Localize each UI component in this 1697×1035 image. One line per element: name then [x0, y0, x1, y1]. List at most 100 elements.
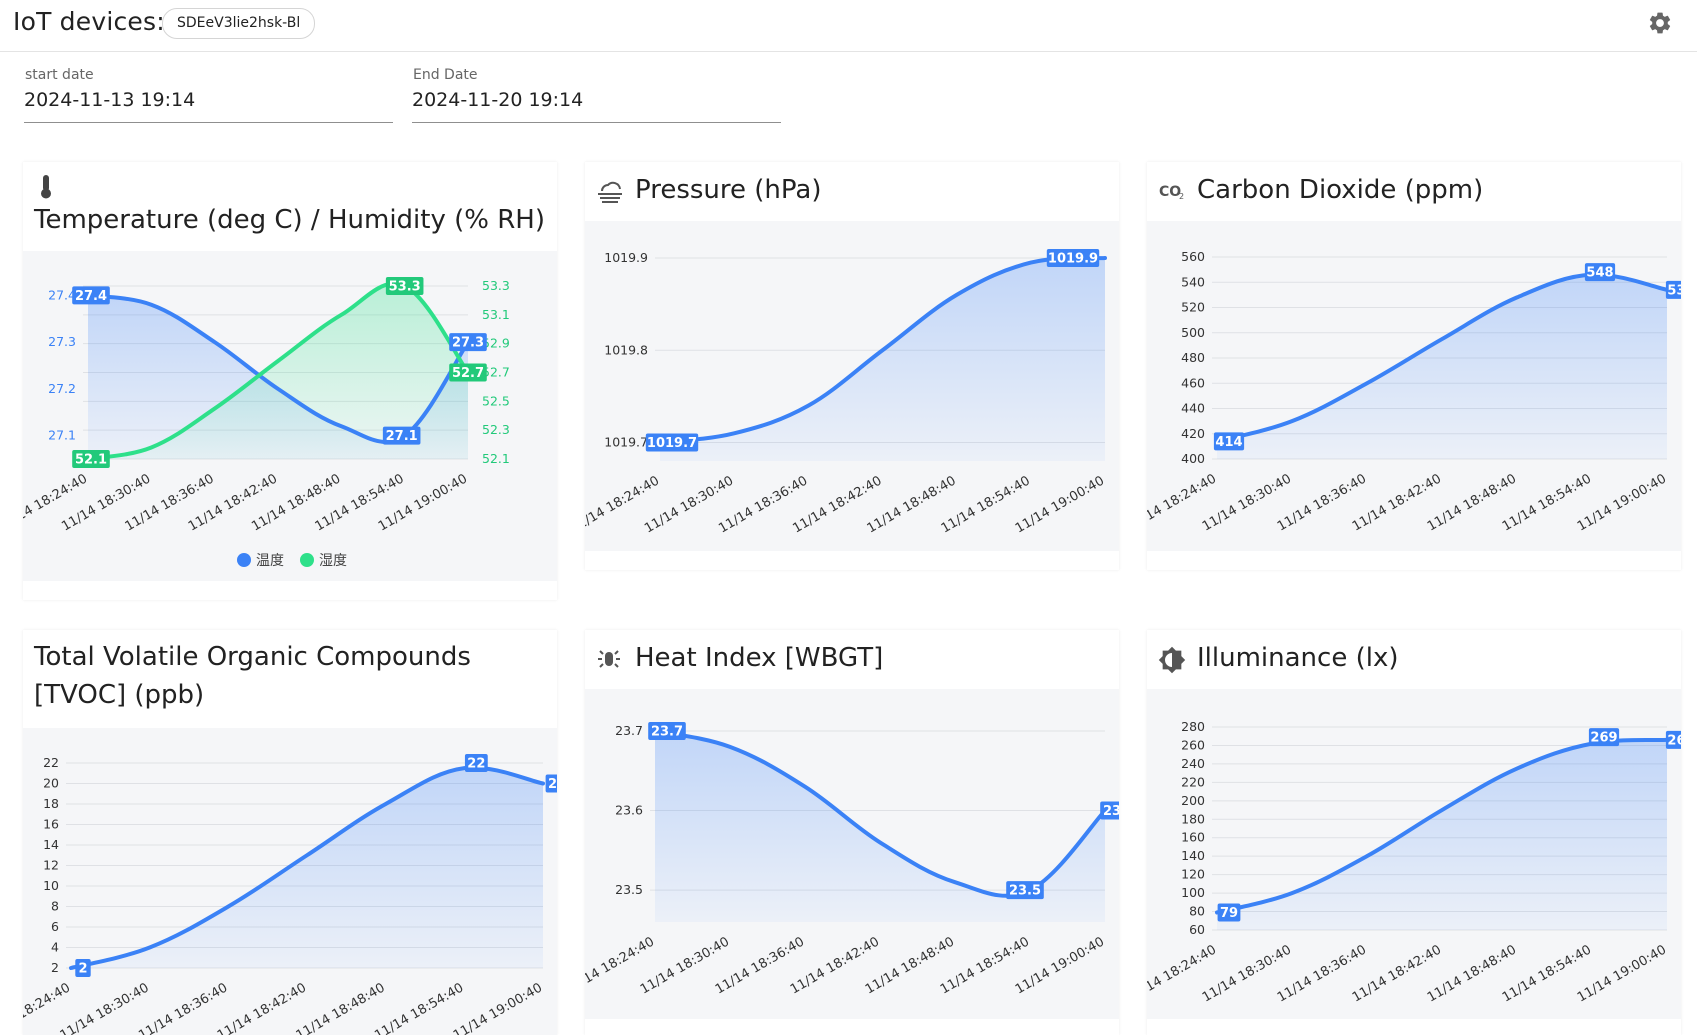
- data-label: 1019.9: [1048, 252, 1098, 267]
- data-label-bg: [464, 754, 488, 772]
- data-label-bg: [1665, 730, 1681, 749]
- series-area-temperature: [88, 295, 468, 459]
- series-area-humidity: [88, 283, 468, 459]
- data-label-bg: [1213, 432, 1245, 451]
- y-tick-label-left: 27.2: [48, 381, 76, 396]
- data-label-temperature-bg: [72, 286, 110, 305]
- data-label: 23.5: [1009, 884, 1041, 899]
- tvoc-card: Total Volatile Organic Compounds [TVOC] …: [23, 630, 557, 1035]
- data-label: 20: [548, 777, 557, 792]
- y-tick-label: 16: [43, 817, 59, 832]
- top-bar: IoT devices: SDEeV3lie2hsk-Bl: [0, 0, 1697, 52]
- y-tick-label: 180: [1181, 811, 1205, 826]
- series-line: [658, 256, 1107, 445]
- y-tick-label: 460: [1181, 375, 1205, 390]
- data-label-bg: [1100, 801, 1119, 820]
- x-tick-label: 11/14 18:42:40: [215, 980, 309, 1035]
- data-label: 22: [467, 757, 485, 772]
- y-tick-label-right: 52.3: [482, 422, 510, 437]
- chart-plot-area: 53.3 53.1 52.9 52.7 52.5 52.3 52.1 27.4 27.3 27.2…: [23, 251, 557, 581]
- y-tick-label: 100: [1181, 885, 1205, 900]
- end-date-input[interactable]: [412, 89, 772, 111]
- data-label: 414: [1215, 435, 1242, 450]
- y-tick-label: 1019.7: [604, 435, 648, 450]
- y-tick-label: 440: [1181, 401, 1205, 416]
- illuminance-chart: 280260240220200180160140120100806011/14 …: [1147, 719, 1681, 1005]
- card-title: Carbon Dioxide (ppm): [1197, 175, 1484, 205]
- brightness-icon: [1158, 646, 1186, 678]
- y-tick-label: 12: [43, 858, 59, 873]
- y-tick-label: 120: [1181, 867, 1205, 882]
- y-tick-label: 14: [43, 837, 59, 852]
- chart-plot-area: 1019.9 1019.8 1019.7 11/14 18:24:40 11/14 18…: [585, 221, 1119, 551]
- legend-marker: [237, 553, 251, 567]
- data-label-bg: [1217, 903, 1241, 922]
- x-tick-label: 11/14 18:54:40: [372, 980, 466, 1035]
- thermometer-icon: [38, 174, 54, 204]
- y-tick-label: 240: [1181, 756, 1205, 771]
- data-label: 79: [1220, 906, 1238, 921]
- y-tick-label: 80: [1189, 904, 1205, 919]
- y-tick-label: 160: [1181, 830, 1205, 845]
- x-tick-label: 11/14 18:48:40: [294, 980, 388, 1035]
- y-tick-label: 260: [1181, 737, 1205, 752]
- end-date-field[interactable]: End Date: [412, 64, 781, 123]
- pressure-card: Pressure (hPa) 1019.9 1019.8 1019.7 11/14 1…: [585, 162, 1119, 570]
- data-label-temperature-bg: [382, 426, 421, 445]
- y-tick-label: 4: [51, 940, 59, 955]
- data-label-bg: [1665, 280, 1681, 299]
- chart-plot-area: 280 260 240 220 200 180 160 140 120 100 80 60 11/14 …: [1147, 689, 1681, 1019]
- y-tick-label-right: 52.1: [482, 451, 510, 466]
- end-date-label: End Date: [413, 67, 478, 83]
- temperature-humidity-chart: 53.3 53.1 52.9 52.7 52.5 52.3 52.1 27.4 27.3 27.2…: [23, 277, 510, 569]
- y-tick-label-right: 52.5: [482, 393, 510, 408]
- data-label-humidity: 52.7: [452, 366, 484, 381]
- heat-index-card: Heat Index [WBGT] 23.7 23.6 23.5 11/14 18:2…: [585, 630, 1119, 1035]
- y-tick-label-left: 27.1: [48, 428, 76, 443]
- series-area: [660, 258, 1105, 461]
- data-label-humidity-bg: [72, 450, 110, 468]
- start-date-input[interactable]: [24, 89, 384, 111]
- y-tick-label: 18: [43, 796, 59, 811]
- legend-label: 温度: [256, 553, 284, 569]
- legend-label: 湿度: [319, 553, 347, 569]
- data-label-bg: [648, 721, 686, 740]
- y-tick-label: 540: [1181, 274, 1205, 289]
- device-chip[interactable]: SDEeV3lie2hsk-Bl: [162, 8, 316, 39]
- card-title: Temperature (deg C) / Humidity (% RH): [34, 205, 545, 235]
- cloud-pressure-icon: [596, 179, 624, 207]
- card-title: Pressure (hPa): [635, 175, 822, 205]
- data-label-bg: [1046, 249, 1100, 267]
- data-label-temperature: 27.1: [386, 429, 418, 444]
- data-label-bg: [545, 774, 557, 793]
- data-label: 266: [1667, 733, 1681, 748]
- y-tick-label-right: 53.3: [482, 278, 510, 293]
- data-label: 2: [78, 962, 87, 977]
- data-label-bg: [645, 433, 699, 452]
- y-tick-label-right: 52.9: [482, 336, 510, 351]
- y-tick-label: 220: [1181, 774, 1205, 789]
- data-label-humidity: 53.3: [389, 280, 421, 295]
- y-tick-label: 23.5: [615, 882, 643, 897]
- sun-icon: [595, 646, 623, 676]
- start-date-field[interactable]: start date: [24, 64, 393, 123]
- y-tick-label: 23.6: [615, 803, 643, 818]
- co2-icon: CO 2: [1159, 181, 1185, 205]
- legend-marker: [300, 553, 314, 567]
- y-tick-label: 560: [1181, 249, 1205, 264]
- y-tick-label-left: 27.3: [48, 334, 76, 349]
- series-area: [1217, 274, 1667, 459]
- y-tick-label: 8: [51, 899, 59, 914]
- y-tick-label: 6: [51, 919, 59, 934]
- y-tick-label: 23.7: [615, 723, 643, 738]
- y-tick-label: 20: [43, 776, 59, 791]
- chart-plot-area: 23.7 23.6 23.5 11/14 18:24:40 11/14 18:30:40…: [585, 689, 1119, 1019]
- y-tick-label: 420: [1181, 426, 1205, 441]
- data-label-temperature: 27.4: [75, 289, 107, 304]
- co2-card: CO 2 Carbon Dioxide (ppm) 560 540 520 500 48…: [1147, 162, 1681, 570]
- y-tick-label: 200: [1181, 793, 1205, 808]
- gear-icon[interactable]: [1647, 10, 1673, 36]
- data-label: 269: [1590, 731, 1617, 746]
